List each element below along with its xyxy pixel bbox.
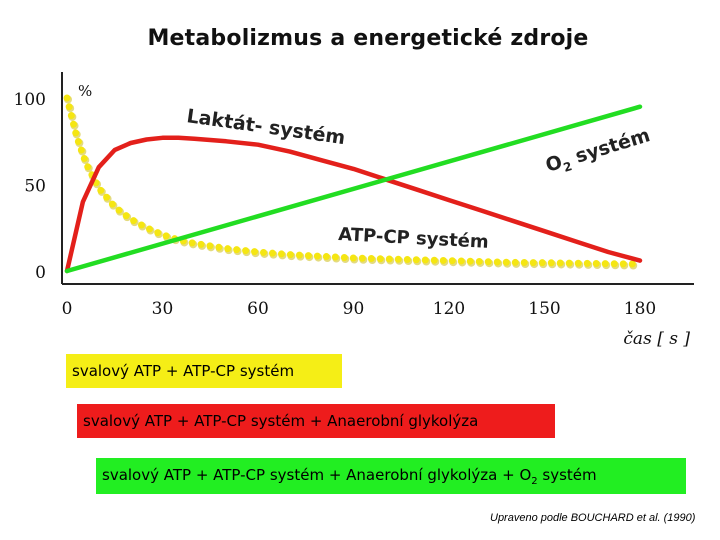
band-atp-cp: svalový ATP + ATP-CP systém	[66, 354, 342, 388]
o2-series-line	[64, 104, 643, 274]
band-aerobic: svalový ATP + ATP-CP systém + Anaerobní …	[96, 458, 686, 494]
band-anaerobic: svalový ATP + ATP-CP systém + Anaerobní …	[77, 404, 555, 438]
x-tick-label: 60	[247, 299, 269, 319]
x-tick-label: 150	[528, 299, 560, 319]
band-atp-cp-text: svalový ATP + ATP-CP systém	[72, 362, 295, 380]
line-chart: 0 50 100 % 0 30 60 90 120 150 180 čas [ s ] Laktát-…	[14, 72, 694, 349]
y-tick-label: 50	[24, 177, 46, 197]
chart-title: Metabolizmus a energetické zdroje	[147, 26, 589, 51]
band-anaerobic-text: svalový ATP + ATP-CP systém + Anaerobní …	[83, 412, 479, 430]
lactate-series-label: Laktát- systém	[185, 105, 346, 149]
source-note: Upraveno podle BOUCHARD et al. (1990)	[490, 512, 696, 524]
x-axis-label: čas [ s ]	[623, 329, 690, 349]
atp-cp-series-label: ATP-CP systém	[338, 224, 489, 253]
x-tick-label: 180	[624, 299, 656, 319]
x-tick-label: 90	[343, 299, 365, 319]
x-tick-label: 0	[62, 299, 73, 319]
o2-series-label: O2 systém	[543, 124, 654, 179]
y-tick-label: 0	[35, 263, 46, 283]
x-tick-label: 30	[152, 299, 174, 319]
atp-cp-series-line	[63, 94, 644, 268]
x-tick-label: 120	[433, 299, 465, 319]
band-aerobic-text: svalový ATP + ATP-CP systém + Anaerobní …	[102, 465, 597, 487]
y-axis-label: %	[78, 82, 92, 100]
y-tick-label: 100	[14, 90, 46, 110]
lactate-series-line	[64, 135, 643, 274]
